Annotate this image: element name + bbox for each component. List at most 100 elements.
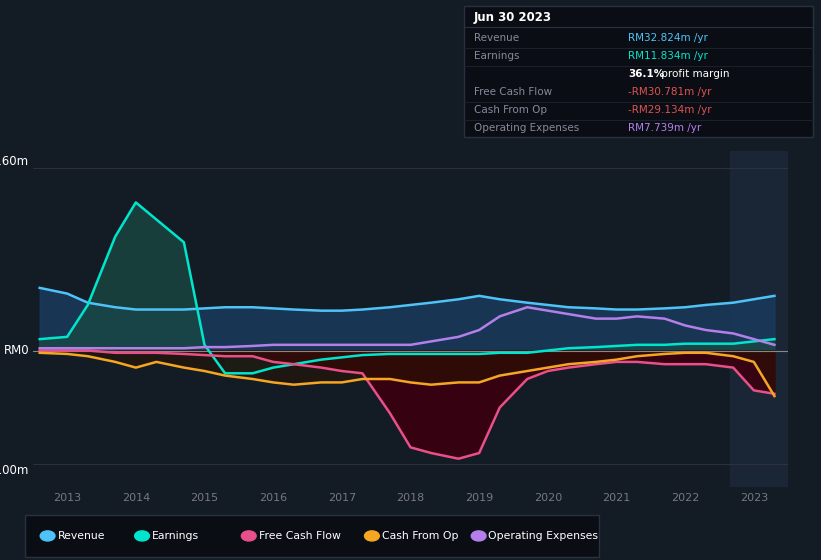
Operating Expenses (475, 326, 484, 333)
Earnings (454, 351, 464, 357)
Cash From Op (612, 356, 621, 363)
Cash From Op (316, 379, 326, 386)
Operating Expenses (728, 330, 738, 337)
Revenue (749, 296, 759, 302)
Operating Expenses (200, 344, 209, 351)
Cash From Op (406, 379, 415, 386)
Cash From Op (220, 372, 230, 379)
Cash From Op (495, 372, 505, 379)
Revenue (769, 292, 779, 299)
Revenue (591, 305, 601, 312)
Free Cash Flow (426, 450, 436, 456)
Earnings (563, 345, 573, 352)
Free Cash Flow (681, 361, 690, 367)
Cash From Op (200, 368, 209, 375)
Revenue (83, 300, 93, 306)
Revenue (62, 290, 72, 297)
Operating Expenses (131, 345, 140, 352)
Operating Expenses (659, 315, 669, 322)
Cash From Op (632, 353, 642, 360)
Cash From Op (34, 349, 44, 356)
Free Cash Flow (62, 347, 72, 354)
Revenue (220, 304, 230, 311)
Text: -RM30.781m /yr: -RM30.781m /yr (628, 87, 712, 97)
Revenue (681, 304, 690, 311)
Operating Expenses (522, 304, 532, 311)
Free Cash Flow (337, 368, 346, 375)
Free Cash Flow (83, 347, 93, 354)
Text: 36.1%: 36.1% (628, 69, 664, 79)
Earnings (110, 234, 120, 240)
Revenue (612, 306, 621, 313)
Cash From Op (659, 351, 669, 357)
Earnings (268, 364, 278, 371)
Free Cash Flow (591, 361, 601, 367)
Earnings (220, 370, 230, 377)
Cash From Op (62, 351, 72, 357)
Cash From Op (769, 393, 779, 399)
Earnings (200, 342, 209, 348)
Free Cash Flow (769, 390, 779, 397)
Earnings (591, 344, 601, 351)
Operating Expenses (337, 342, 346, 348)
Earnings (83, 302, 93, 309)
Text: RM32.824m /yr: RM32.824m /yr (628, 33, 708, 43)
Cash From Op (152, 358, 162, 365)
Revenue (34, 284, 44, 291)
Free Cash Flow (248, 353, 258, 360)
Free Cash Flow (200, 352, 209, 358)
Text: Free Cash Flow: Free Cash Flow (474, 87, 552, 97)
Cash From Op (563, 361, 573, 367)
Text: Earnings: Earnings (152, 531, 199, 541)
Operating Expenses (681, 322, 690, 329)
Free Cash Flow (749, 387, 759, 394)
Text: RM160m: RM160m (0, 155, 29, 169)
Free Cash Flow (179, 351, 189, 357)
Operating Expenses (220, 344, 230, 351)
Free Cash Flow (563, 364, 573, 371)
Line: Operating Expenses: Operating Expenses (39, 307, 774, 348)
Earnings (701, 340, 711, 347)
Earnings (749, 338, 759, 345)
Revenue (200, 305, 209, 312)
Text: RM11.834m /yr: RM11.834m /yr (628, 51, 708, 61)
Free Cash Flow (34, 347, 44, 354)
Revenue (152, 306, 162, 313)
Revenue (406, 302, 415, 309)
Line: Free Cash Flow: Free Cash Flow (39, 351, 774, 459)
Operating Expenses (385, 342, 395, 348)
Operating Expenses (316, 342, 326, 348)
Text: -RM100m: -RM100m (0, 464, 29, 478)
Text: Cash From Op: Cash From Op (382, 531, 458, 541)
Earnings (632, 342, 642, 348)
Cash From Op (728, 353, 738, 360)
Operating Expenses (34, 345, 44, 352)
Free Cash Flow (268, 358, 278, 365)
Text: profit margin: profit margin (658, 69, 729, 79)
Cash From Op (357, 376, 367, 382)
Revenue (522, 300, 532, 306)
Cash From Op (131, 364, 140, 371)
Revenue (179, 306, 189, 313)
Earnings (357, 352, 367, 358)
Cash From Op (681, 349, 690, 356)
Operating Expenses (83, 345, 93, 352)
Revenue (248, 304, 258, 311)
Operating Expenses (426, 338, 436, 345)
Revenue (728, 300, 738, 306)
Cash From Op (701, 349, 711, 356)
Free Cash Flow (454, 455, 464, 462)
Line: Cash From Op: Cash From Op (39, 353, 774, 396)
Earnings (612, 343, 621, 349)
Revenue (110, 304, 120, 311)
Free Cash Flow (357, 370, 367, 377)
Earnings (681, 340, 690, 347)
Text: Operating Expenses: Operating Expenses (488, 531, 599, 541)
Cash From Op (289, 381, 299, 388)
Text: Jun 30 2023: Jun 30 2023 (474, 11, 552, 25)
Operating Expenses (357, 342, 367, 348)
Operating Expenses (749, 336, 759, 343)
Revenue (659, 305, 669, 312)
Operating Expenses (612, 315, 621, 322)
Revenue (357, 306, 367, 313)
